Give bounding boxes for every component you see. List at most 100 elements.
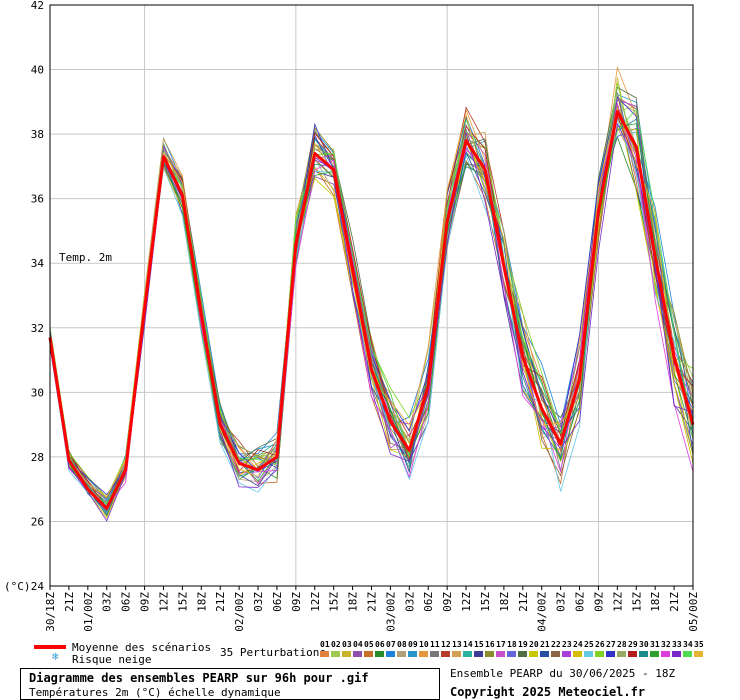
ytick-label-5: 34 [31,257,45,270]
perturbation-swatch-5 [364,651,373,657]
ytick-label-4: 32 [31,322,44,335]
perturbation-swatch-11 [430,651,439,657]
perturbation-number-29: 29 [628,640,638,649]
perturbation-swatch-22 [551,651,560,657]
ytick-label-1: 26 [31,515,44,528]
perturbation-swatch-25 [584,651,593,657]
perturbation-number-25: 25 [584,640,594,649]
perturbation-number-35: 35 [694,640,704,649]
perturbation-swatch-33 [672,651,681,657]
grid-lines [50,5,693,586]
xtick-label-26: 04/00Z [536,592,549,632]
x-axis-ticks: 30/18Z 21Z 01/00Z 03Z 06Z 09Z 12Z 15Z 18Z 21Z 02/0… [44,586,700,632]
perturbation-swatch-10 [419,651,428,657]
perturbation-number-32: 32 [661,640,671,649]
perturbation-number-13: 13 [452,640,462,649]
perturbation-number-3: 03 [342,640,352,649]
perturbation-swatch-6 [375,651,384,657]
perturbation-number-1: 01 [320,640,330,649]
xtick-label-17: 21Z [366,592,379,612]
variable-label: Temp. 2m [59,251,112,264]
xtick-label-22: 12Z [460,592,473,612]
xtick-label-7: 15Z [176,592,189,612]
perturbation-number-21: 21 [540,640,550,649]
perturbation-swatch-14 [463,651,472,657]
xtick-label-9: 21Z [214,592,227,612]
xtick-label-19: 03Z [403,592,416,612]
xtick-label-6: 12Z [157,592,170,612]
perturbation-swatch-34 [683,651,692,657]
perturbation-number-26: 26 [595,640,605,649]
perturbation-number-7: 07 [386,640,396,649]
ytick-label-7: 38 [31,128,44,141]
perturbation-swatch-28 [617,651,626,657]
xtick-label-33: 21Z [668,592,681,612]
xtick-label-4: 06Z [120,592,133,612]
unit-label: (°C) [4,580,31,593]
xtick-label-25: 21Z [517,592,530,612]
perturbation-number-34: 34 [683,640,693,649]
perturbation-number-16: 16 [485,640,495,649]
perturbation-number-27: 27 [606,640,616,649]
ytick-label-8: 40 [31,64,44,77]
legend-mean-label: Moyenne des scénarios [72,641,212,654]
xtick-label-32: 18Z [649,592,662,612]
perturbation-swatch-13 [452,651,461,657]
xtick-label-34: 05/00Z [687,592,700,632]
xtick-label-15: 15Z [328,592,341,612]
xtick-label-10: 02/00Z [233,592,246,632]
perturbation-number-5: 05 [364,640,374,649]
perturbation-number-2: 02 [331,640,341,649]
perturbation-swatch-9 [408,651,417,657]
xtick-label-2: 01/00Z [82,592,95,632]
perturbation-swatch-16 [485,651,494,657]
perturbation-number-9: 09 [408,640,418,649]
footer-title: Diagramme des ensembles PEARP sur 96h po… [29,671,369,685]
perturbation-number-14: 14 [463,640,473,649]
perturbation-swatch-18 [507,651,516,657]
perturbation-number-4: 04 [353,640,363,649]
ytick-label-6: 36 [31,193,44,206]
perturbation-number-19: 19 [518,640,528,649]
run-label: Ensemble PEARP du 30/06/2025 - 18Z [450,667,676,680]
perturbation-number-15: 15 [474,640,484,649]
perturbation-swatch-1 [320,651,329,657]
xtick-label-14: 12Z [309,592,322,612]
perturbation-swatch-29 [628,651,637,657]
perturbation-number-30: 30 [639,640,649,649]
xtick-label-0: 30/18Z [44,592,57,632]
xtick-label-29: 09Z [592,592,605,612]
xtick-label-11: 03Z [252,592,265,612]
perturbation-number-22: 22 [551,640,561,649]
ytick-label-2: 28 [31,451,44,464]
perturbation-swatch-26 [595,651,604,657]
xtick-label-3: 03Z [101,592,114,612]
xtick-label-1: 21Z [63,592,76,612]
xtick-label-13: 09Z [290,592,303,612]
legend-perturbations-label: 35 Perturbations [220,646,326,659]
perturbation-swatch-27 [606,651,615,657]
xtick-label-24: 18Z [498,592,511,612]
legend-snow-label: Risque neige [72,653,152,666]
perturbation-number-28: 28 [617,640,627,649]
perturbation-swatch-31 [650,651,659,657]
perturbation-swatch-3 [342,651,351,657]
perturbation-swatch-20 [529,651,538,657]
perturbation-number-17: 17 [496,640,506,649]
perturbation-number-8: 08 [397,640,407,649]
perturbation-swatch-17 [496,651,505,657]
perturbation-number-10: 10 [419,640,429,649]
perturbation-number-12: 12 [441,640,451,649]
xtick-label-28: 06Z [574,592,587,612]
perturbation-number-33: 33 [672,640,682,649]
perturbation-swatch-2 [331,651,340,657]
perturbation-swatch-4 [353,651,362,657]
perturbation-swatch-35 [694,651,703,657]
xtick-label-30: 12Z [611,592,624,612]
perturbation-swatch-32 [661,651,670,657]
perturbation-swatch-24 [573,651,582,657]
perturbation-swatch-23 [562,651,571,657]
y-axis-ticks: 24 26 28 30 32 34 36 38 40 42 [31,0,45,593]
perturbation-swatch-8 [397,651,406,657]
